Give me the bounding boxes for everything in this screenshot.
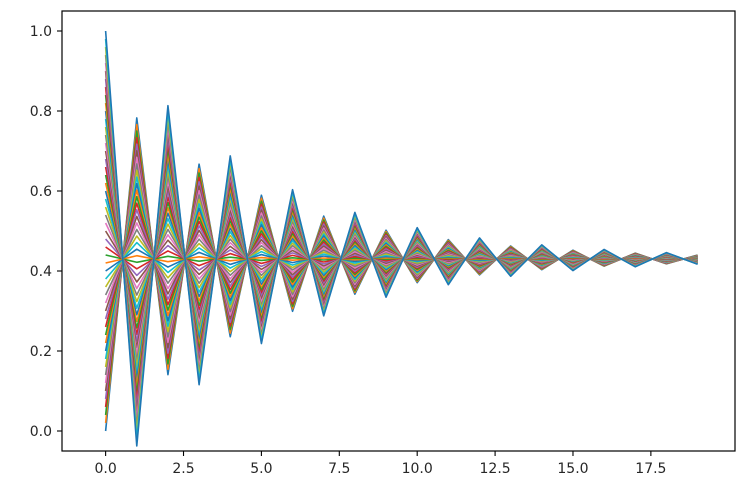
x-tick-label: 15.0: [557, 461, 588, 477]
y-tick-label: 0.4: [30, 264, 52, 280]
y-tick-label: 0.6: [30, 184, 52, 200]
y-tick-label: 0.8: [30, 104, 52, 120]
x-tick-label: 17.5: [635, 461, 666, 477]
x-tick-label: 10.0: [402, 461, 433, 477]
x-tick-label: 0.0: [94, 461, 116, 477]
y-tick-label: 1.0: [30, 24, 52, 40]
series-line-50: [104, 30, 698, 447]
x-tick-label: 5.0: [250, 461, 272, 477]
y-axis: 0.0 0.2 0.4 0.6 0.8 1.0: [30, 24, 62, 440]
x-tick-label: 12.5: [480, 461, 511, 477]
plot-frame: [61, 10, 736, 452]
x-tick-label: 7.5: [328, 461, 350, 477]
x-tick-label: 2.5: [172, 461, 194, 477]
series-layer: [104, 30, 698, 447]
y-tick-label: 0.0: [30, 424, 52, 440]
x-axis: 0.0 2.5 5.0 7.5 10.0 12.5 15.0 17.5: [94, 451, 666, 477]
y-tick-label: 0.2: [30, 344, 52, 360]
